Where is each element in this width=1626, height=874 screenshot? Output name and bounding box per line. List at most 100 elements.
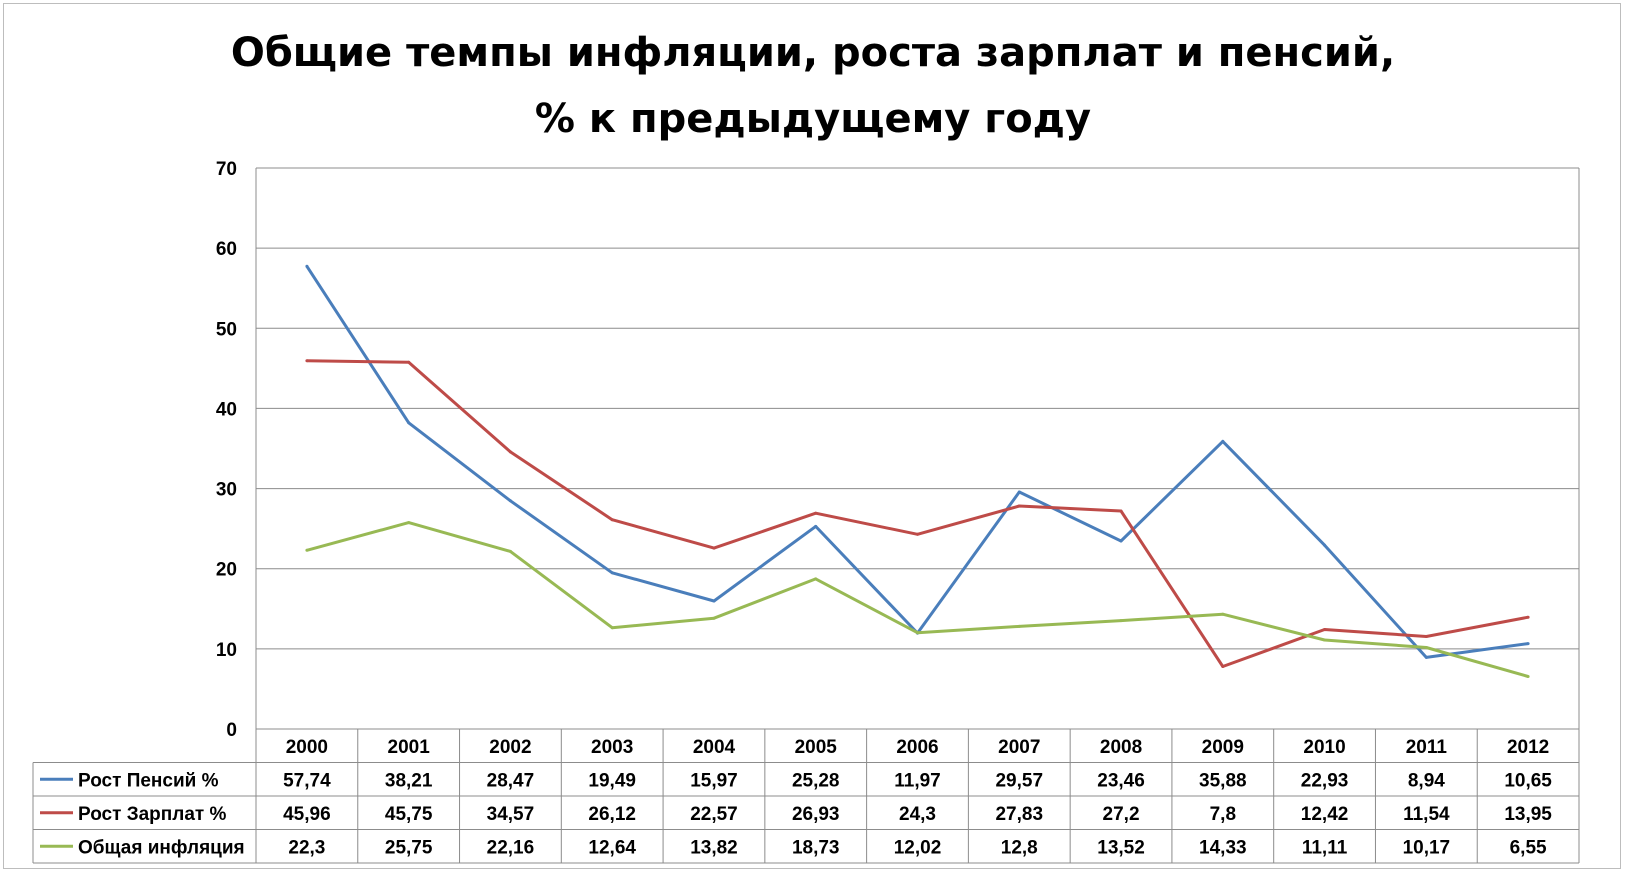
data-point bbox=[916, 631, 919, 635]
data-label: 26,12 bbox=[588, 804, 636, 825]
data-label: 22,57 bbox=[690, 804, 738, 825]
data-label: 10,17 bbox=[1403, 837, 1451, 858]
data-point bbox=[814, 511, 818, 515]
x-tick-label: 2012 bbox=[1507, 737, 1549, 758]
data-label: 12,64 bbox=[588, 837, 636, 858]
data-point bbox=[1221, 665, 1225, 668]
series-line-0 bbox=[305, 265, 1529, 659]
data-point bbox=[407, 421, 411, 425]
data-point bbox=[1017, 504, 1021, 508]
data-point bbox=[712, 599, 716, 603]
data-label: 13,95 bbox=[1504, 804, 1552, 825]
data-point bbox=[1323, 628, 1327, 631]
x-tick-label: 2010 bbox=[1303, 737, 1345, 758]
data-point bbox=[916, 532, 919, 536]
x-tick-label: 2008 bbox=[1100, 737, 1142, 758]
x-tick-label: 2003 bbox=[591, 737, 633, 758]
y-tick-label: 30 bbox=[216, 480, 237, 501]
chart-frame bbox=[3, 3, 1621, 869]
data-label: 28,47 bbox=[487, 770, 535, 791]
data-label: 29,57 bbox=[995, 770, 1043, 791]
data-label: 15,97 bbox=[690, 770, 738, 791]
data-label: 45,96 bbox=[283, 804, 331, 825]
data-label: 34,57 bbox=[487, 804, 535, 825]
data-point bbox=[305, 359, 309, 363]
data-point bbox=[407, 521, 411, 525]
data-label: 35,88 bbox=[1199, 770, 1247, 791]
data-label: 45,75 bbox=[385, 804, 433, 825]
legend-label-1: Рост Зарплат % bbox=[78, 804, 226, 825]
data-point bbox=[1424, 635, 1428, 638]
data-label: 7,8 bbox=[1210, 804, 1236, 825]
y-tick-label: 0 bbox=[226, 720, 237, 741]
data-point bbox=[305, 264, 309, 268]
data-label: 19,49 bbox=[588, 770, 636, 791]
y-tick-label: 60 bbox=[216, 239, 237, 260]
data-point bbox=[508, 450, 512, 454]
data-point bbox=[305, 548, 309, 552]
data-label: 25,75 bbox=[385, 837, 433, 858]
data-point bbox=[1017, 490, 1021, 494]
data-point bbox=[1424, 646, 1428, 649]
data-point bbox=[712, 546, 716, 550]
data-point bbox=[1119, 539, 1123, 543]
data-label: 11,54 bbox=[1403, 804, 1450, 825]
data-point bbox=[814, 577, 818, 581]
x-tick-label: 2007 bbox=[998, 737, 1040, 758]
legend-label-0: Рост Пенсий % bbox=[78, 770, 219, 791]
data-point bbox=[1119, 619, 1123, 623]
x-tick-label: 2011 bbox=[1406, 737, 1448, 758]
data-label: 22,93 bbox=[1301, 770, 1349, 791]
data-point bbox=[712, 616, 716, 620]
y-tick-label: 50 bbox=[216, 319, 237, 340]
data-point bbox=[1017, 624, 1021, 628]
series-line-1 bbox=[306, 359, 1529, 668]
plot-area: 0 10 20 30 40 50 60 70 bbox=[216, 159, 1580, 741]
data-point bbox=[1323, 638, 1327, 642]
data-label: 27,2 bbox=[1103, 804, 1140, 825]
data-label: 23,46 bbox=[1097, 770, 1145, 791]
y-tick-label: 20 bbox=[216, 560, 237, 581]
data-point bbox=[1119, 509, 1123, 513]
legend-label-2: Общая инфляция bbox=[78, 837, 245, 858]
data-label: 25,28 bbox=[792, 770, 840, 791]
y-tick-label: 70 bbox=[216, 159, 237, 180]
data-label: 18,73 bbox=[792, 837, 840, 858]
data-label: 11,11 bbox=[1302, 837, 1348, 858]
data-point bbox=[814, 524, 818, 528]
x-tick-label: 2009 bbox=[1202, 737, 1244, 758]
data-point bbox=[1526, 642, 1530, 646]
data-label: 12,42 bbox=[1301, 804, 1349, 825]
x-tick-label: 2005 bbox=[795, 737, 838, 758]
y-tick-label: 40 bbox=[216, 399, 237, 420]
data-label: 13,52 bbox=[1097, 837, 1145, 858]
data-label: 10,65 bbox=[1504, 770, 1552, 791]
data-label: 27,83 bbox=[995, 804, 1043, 825]
x-tick-label: 2000 bbox=[286, 737, 328, 758]
data-point bbox=[1526, 675, 1530, 678]
x-tick-label: 2001 bbox=[388, 737, 431, 758]
x-tick-label: 2006 bbox=[896, 737, 938, 758]
data-point bbox=[610, 518, 614, 522]
series-line-2 bbox=[306, 521, 1529, 678]
data-point bbox=[1221, 612, 1225, 616]
data-label: 6,55 bbox=[1510, 837, 1547, 858]
data-label: 12,8 bbox=[1001, 837, 1038, 858]
data-label: 11,97 bbox=[894, 770, 941, 791]
data-label: 14,33 bbox=[1199, 837, 1247, 858]
data-point bbox=[610, 571, 614, 575]
data-point bbox=[610, 626, 614, 630]
data-point bbox=[508, 549, 512, 553]
x-tick-label: 2004 bbox=[693, 737, 736, 758]
data-point bbox=[1323, 543, 1327, 547]
data-point bbox=[1221, 439, 1225, 443]
x-tick-label: 2002 bbox=[489, 737, 531, 758]
data-label: 12,02 bbox=[894, 837, 942, 858]
data-point bbox=[1424, 655, 1428, 659]
chart-title-line-1: Общие темпы инфляции, роста зарплат и пе… bbox=[231, 30, 1395, 76]
data-point bbox=[1526, 615, 1530, 619]
data-label: 22,3 bbox=[288, 837, 325, 858]
data-point bbox=[508, 499, 512, 503]
data-label: 22,16 bbox=[487, 837, 535, 858]
